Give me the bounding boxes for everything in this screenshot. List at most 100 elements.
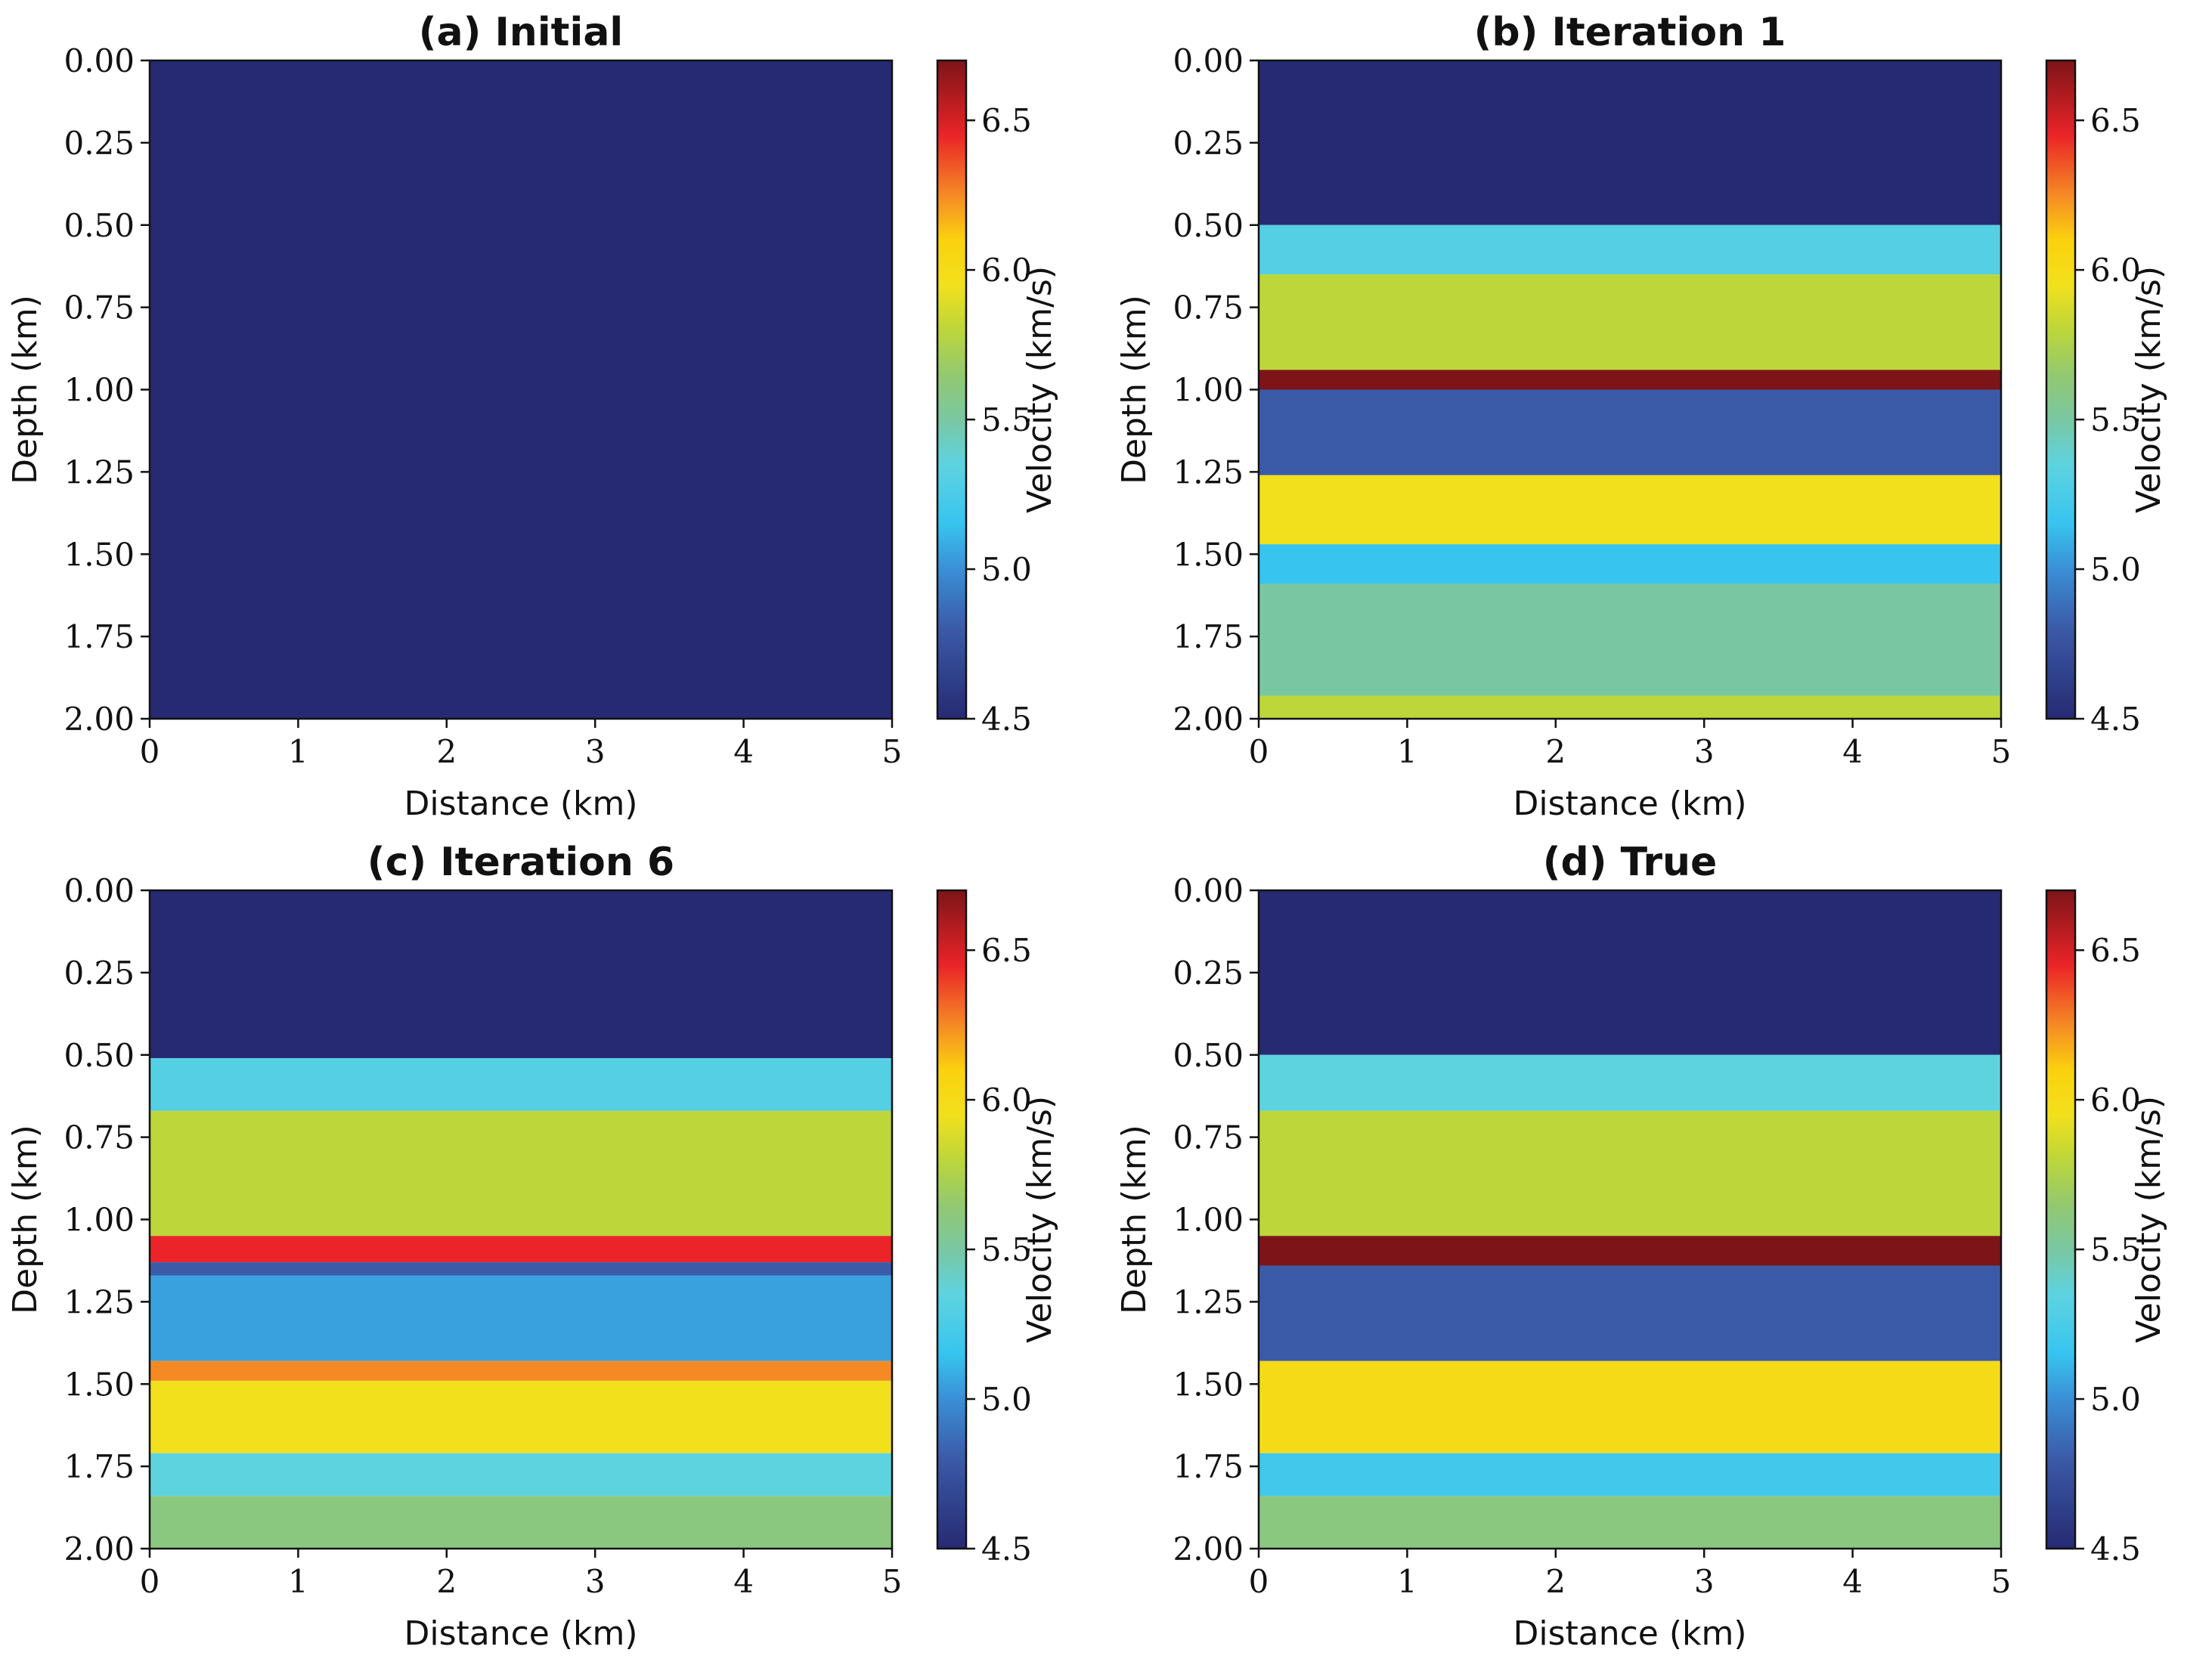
chart-panel: (c) Iteration 6 0.00 0.25 0.50 0.75 1.00 1.25 1… bbox=[6, 840, 1059, 1653]
colorbar-tick-label: 6.5 bbox=[2090, 102, 2141, 139]
colorbar-tick-label: 6.5 bbox=[981, 932, 1032, 969]
x-tick-label: 0 bbox=[1249, 1563, 1269, 1600]
x-axis-label: Distance (km) bbox=[404, 785, 637, 823]
colorbar-tick-label: 4.5 bbox=[981, 701, 1032, 738]
x-tick-label: 1 bbox=[288, 1563, 308, 1600]
x-tick-label: 4 bbox=[1842, 1563, 1863, 1600]
y-tick-label: 1.75 bbox=[64, 618, 135, 655]
y-tick-label: 0.25 bbox=[1173, 125, 1244, 162]
velocity-layer bbox=[1259, 60, 2001, 225]
y-tick-label: 1.25 bbox=[1173, 1283, 1244, 1320]
y-tick-label: 1.75 bbox=[1173, 618, 1244, 655]
y-axis-label: Depth (km) bbox=[6, 295, 45, 484]
velocity-layer bbox=[1259, 583, 2001, 696]
y-tick-label: 0.50 bbox=[64, 1037, 135, 1074]
colorbar-label: Velocity (km/s) bbox=[2130, 266, 2168, 513]
y-axis-label: Depth (km) bbox=[6, 1125, 45, 1314]
colorbar bbox=[2045, 59, 2077, 720]
colorbar-tick-label: 5.5 bbox=[2090, 1231, 2141, 1268]
x-tick-label: 2 bbox=[1545, 733, 1566, 770]
y-tick-label: 2.00 bbox=[1173, 701, 1244, 738]
x-tick-label: 2 bbox=[436, 1563, 457, 1600]
x-tick-label: 5 bbox=[1991, 1563, 2012, 1600]
panel-title: (c) Iteration 6 bbox=[367, 840, 674, 885]
x-tick-label: 2 bbox=[436, 733, 457, 770]
y-tick-label: 1.50 bbox=[64, 536, 135, 573]
colorbar-tick-label: 6.0 bbox=[2090, 252, 2141, 289]
y-tick-label: 0.00 bbox=[64, 42, 135, 79]
velocity-layer bbox=[1259, 1496, 2001, 1549]
y-tick-label: 0.75 bbox=[1173, 289, 1244, 327]
y-tick-label: 0.75 bbox=[64, 289, 135, 327]
velocity-layer bbox=[150, 1380, 892, 1453]
y-tick-label: 0.75 bbox=[1173, 1119, 1244, 1156]
y-tick-label: 0.00 bbox=[1173, 42, 1244, 79]
y-tick-label: 0.50 bbox=[64, 207, 135, 244]
x-tick-label: 1 bbox=[288, 733, 308, 770]
velocity-layer bbox=[150, 1453, 892, 1496]
colorbar-tick-label: 5.5 bbox=[981, 401, 1032, 438]
velocity-layer bbox=[150, 1236, 892, 1263]
colorbar-tick-label: 6.0 bbox=[2090, 1082, 2141, 1119]
velocity-layer bbox=[1259, 274, 2001, 370]
colorbar-tick-label: 5.0 bbox=[2090, 551, 2141, 588]
y-tick-label: 1.75 bbox=[1173, 1448, 1244, 1485]
panel-title: (a) Initial bbox=[419, 10, 624, 55]
x-tick-label: 5 bbox=[882, 733, 903, 770]
colorbar-label: Velocity (km/s) bbox=[1021, 1096, 1059, 1343]
y-axis-label: Depth (km) bbox=[1115, 295, 1154, 484]
velocity-layer bbox=[150, 60, 892, 719]
velocity-layer bbox=[1259, 1360, 2001, 1453]
colorbar bbox=[936, 889, 968, 1550]
x-tick-label: 1 bbox=[1397, 733, 1417, 770]
y-tick-label: 0.00 bbox=[64, 872, 135, 909]
chart-panel: (d) True 0.00 0.25 0.50 0.75 1.00 1.25 1.50 1.75… bbox=[1115, 840, 2168, 1653]
panel-title: (b) Iteration 1 bbox=[1474, 10, 1786, 55]
x-tick-label: 0 bbox=[1249, 733, 1269, 770]
colorbar-tick-label: 5.0 bbox=[981, 551, 1032, 588]
y-tick-label: 1.00 bbox=[1173, 1202, 1244, 1239]
colorbar-tick-label: 5.0 bbox=[981, 1381, 1032, 1418]
y-tick-label: 1.75 bbox=[64, 1448, 135, 1485]
x-tick-label: 5 bbox=[882, 1563, 903, 1600]
y-tick-label: 0.00 bbox=[1173, 872, 1244, 909]
velocity-layer bbox=[1259, 1265, 2001, 1361]
x-axis-label: Distance (km) bbox=[1513, 1614, 1746, 1653]
x-tick-label: 3 bbox=[585, 1563, 606, 1600]
velocity-layer bbox=[150, 1360, 892, 1381]
y-axis-label: Depth (km) bbox=[1115, 1125, 1154, 1314]
colorbar-label: Velocity (km/s) bbox=[1021, 266, 1059, 513]
velocity-layer bbox=[1259, 1453, 2001, 1496]
colorbar-tick-label: 4.5 bbox=[2090, 1530, 2141, 1568]
y-tick-label: 1.50 bbox=[64, 1366, 135, 1403]
x-tick-label: 2 bbox=[1545, 1563, 1566, 1600]
chart-panel: (b) Iteration 1 0.00 0.25 0.50 0.75 1.00 1.25 1… bbox=[1115, 10, 2168, 823]
x-axis-label: Distance (km) bbox=[1513, 785, 1746, 823]
y-tick-label: 2.00 bbox=[64, 701, 135, 738]
velocity-layer bbox=[150, 1275, 892, 1361]
velocity-layer bbox=[1259, 544, 2001, 584]
x-tick-label: 0 bbox=[140, 1563, 160, 1600]
velocity-layer bbox=[1259, 1236, 2001, 1266]
velocity-layer bbox=[1259, 475, 2001, 545]
velocity-layer bbox=[1259, 224, 2001, 275]
velocity-layer bbox=[1259, 1110, 2001, 1236]
velocity-layer bbox=[150, 1110, 892, 1236]
velocity-layer bbox=[150, 890, 892, 1059]
x-tick-label: 0 bbox=[140, 733, 160, 770]
colorbar-tick-label: 5.5 bbox=[981, 1231, 1032, 1268]
velocity-layer bbox=[1259, 1054, 2001, 1111]
y-tick-label: 0.25 bbox=[64, 955, 135, 992]
colorbar-tick-label: 6.5 bbox=[2090, 932, 2141, 969]
x-tick-label: 4 bbox=[733, 1563, 754, 1600]
velocity-layer bbox=[150, 1496, 892, 1549]
y-tick-label: 1.00 bbox=[64, 372, 135, 409]
velocity-layer bbox=[1259, 695, 2001, 719]
colorbar-tick-label: 5.5 bbox=[2090, 401, 2141, 438]
y-tick-label: 1.25 bbox=[64, 1283, 135, 1320]
velocity-layer bbox=[1259, 389, 2001, 475]
colorbar-tick-label: 4.5 bbox=[981, 1530, 1032, 1568]
velocity-layer bbox=[150, 1058, 892, 1111]
y-tick-label: 1.25 bbox=[64, 453, 135, 491]
